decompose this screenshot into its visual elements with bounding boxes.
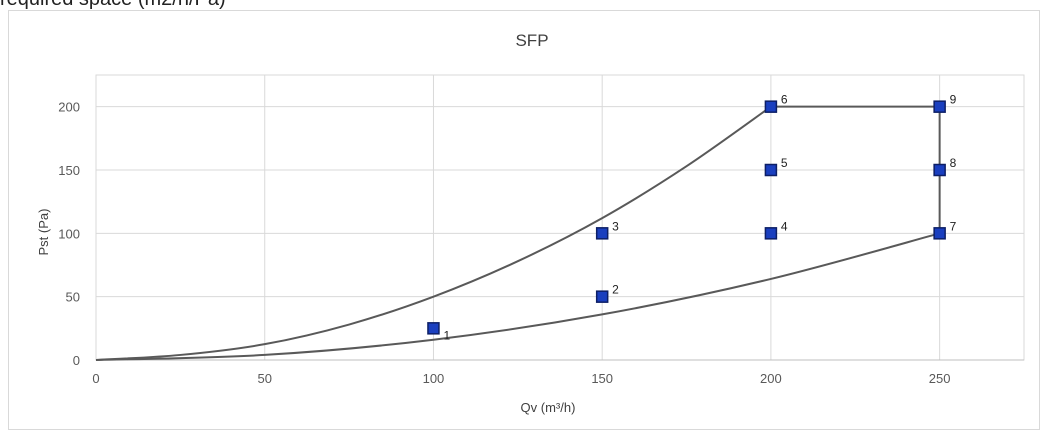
y-tick-label: 150 xyxy=(58,163,80,178)
y-tick-label: 100 xyxy=(58,226,80,241)
point-marker-5 xyxy=(764,163,778,177)
point-label-7: 7 xyxy=(950,219,957,233)
point-marker-4 xyxy=(764,227,778,240)
plot-area xyxy=(95,74,1025,361)
point-marker-6 xyxy=(764,100,778,113)
y-tick-label: 0 xyxy=(73,353,80,368)
point-label-9: 9 xyxy=(950,93,957,107)
point-label-2: 2 xyxy=(612,283,619,297)
point-marker-1 xyxy=(427,322,440,335)
point-label-1: 1 xyxy=(443,328,450,342)
y-tick-label: 50 xyxy=(66,290,80,305)
tick-layer: 0 50 100 150 200 250 0 50 100 150 200 xyxy=(58,100,950,386)
point-marker-3 xyxy=(595,227,609,240)
y-tick-label: 200 xyxy=(58,100,80,115)
point-label-5: 5 xyxy=(781,156,788,170)
grid-layer xyxy=(95,74,1025,361)
point-label-3: 3 xyxy=(612,219,619,233)
y-axis-label: Pst (Pa) xyxy=(36,209,51,256)
marker-layer: 1 2 3 4 5 6 7 8 9 xyxy=(427,93,957,342)
x-tick-label: 150 xyxy=(591,371,613,386)
point-marker-2 xyxy=(595,290,609,303)
cropped-header-text: required space (m2/h/Pa) xyxy=(0,0,226,11)
curve-line-2 xyxy=(95,232,940,361)
chart-title: SFP xyxy=(515,31,548,50)
point-label-8: 8 xyxy=(950,156,957,170)
point-label-4: 4 xyxy=(781,219,788,233)
point-label-6: 6 xyxy=(781,93,788,107)
curve-line-1 xyxy=(95,105,772,361)
x-axis-label: Qv (m³/h) xyxy=(521,400,576,415)
point-marker-8 xyxy=(933,163,946,177)
x-tick-label: 0 xyxy=(92,371,99,386)
x-tick-label: 50 xyxy=(257,371,271,386)
x-tick-label: 250 xyxy=(929,371,951,386)
curve-layer xyxy=(95,105,941,361)
x-tick-label: 100 xyxy=(423,371,445,386)
point-marker-7 xyxy=(933,227,946,240)
x-tick-label: 200 xyxy=(760,371,782,386)
point-marker-9 xyxy=(933,100,946,113)
